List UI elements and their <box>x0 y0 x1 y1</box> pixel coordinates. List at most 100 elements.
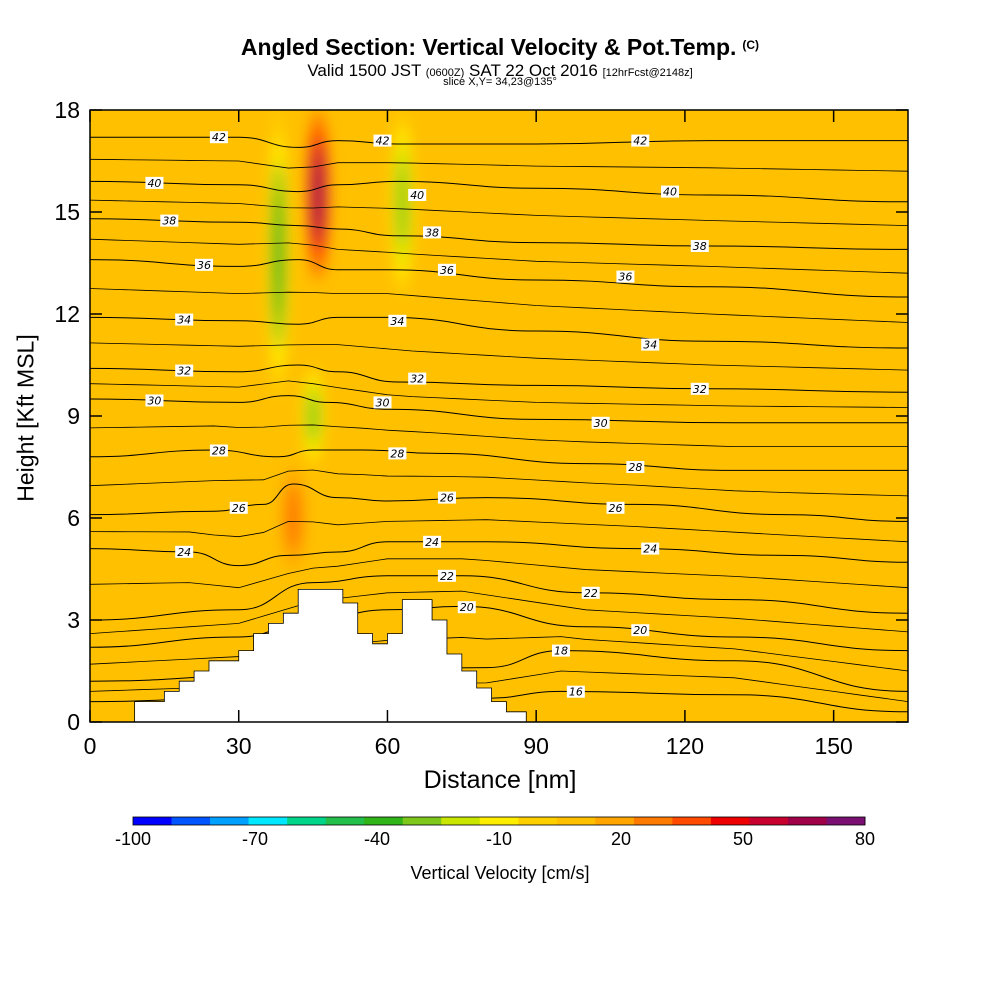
isotherm-label-box <box>616 270 635 283</box>
isotherm-40 <box>90 180 908 203</box>
isotherm-label: 36 <box>197 259 211 272</box>
isotherm-label-box <box>160 214 179 227</box>
colorbar-swatch <box>402 817 442 825</box>
isotherm-label: 24 <box>425 536 439 549</box>
isotherm-label: 18 <box>554 645 568 658</box>
colorbar-tick-label: 20 <box>611 829 631 849</box>
x-tick-label: 60 <box>375 733 401 759</box>
isotherm-label-box <box>423 226 442 239</box>
isotherm-label: 20 <box>460 601 474 614</box>
isotherm-label: 32 <box>693 383 707 396</box>
isotherm-label-box <box>388 314 407 327</box>
isotherm-label-box <box>423 535 442 548</box>
isotherm-label-box <box>209 444 228 457</box>
isotherm-label-box <box>551 644 570 657</box>
isotherm-42 <box>90 136 908 148</box>
isotherm-label-box <box>457 601 476 614</box>
colorbar-swatch <box>787 817 827 825</box>
colorbar-swatch <box>364 817 404 825</box>
isotherm-label-box <box>229 501 248 514</box>
field-feature-downdraft <box>308 392 318 440</box>
isotherm-label: 32 <box>410 373 424 386</box>
isotherm-label: 26 <box>609 502 623 515</box>
isotherm-label-box <box>626 461 645 473</box>
isotherm-label-box <box>566 685 585 698</box>
isotherm-minor <box>90 158 908 172</box>
isotherm-label: 34 <box>177 314 191 327</box>
isotherm-label-box <box>437 569 456 582</box>
isotherm-label: 32 <box>177 365 191 378</box>
isotherm-label-box <box>641 542 660 555</box>
isotherm-minor <box>90 342 908 371</box>
isotherm-minor <box>90 424 908 447</box>
isotherm-label-box <box>581 586 600 599</box>
isotherm-label-box <box>145 176 164 189</box>
isotherm-minor <box>90 380 908 408</box>
isotherm-minor <box>90 469 908 497</box>
colorbar-swatch <box>441 817 481 825</box>
isotherm-minor <box>90 558 908 589</box>
isotherm-label: 30 <box>375 396 389 409</box>
isotherm-label: 28 <box>212 445 226 458</box>
isotherm-label: 36 <box>440 264 454 277</box>
x-tick-label: 150 <box>814 733 852 759</box>
isotherm-label: 22 <box>440 570 454 583</box>
slice-info: slice X,Y= 34,23@135° <box>443 76 557 88</box>
isotherm-label-box <box>408 189 427 201</box>
field-features <box>266 110 415 569</box>
isotherm-label: 30 <box>147 394 161 407</box>
colorbar-swatch <box>287 817 327 825</box>
isotherm-label: 34 <box>390 315 404 328</box>
x-tick-label: 120 <box>666 733 704 759</box>
isotherm-label-box <box>661 185 680 198</box>
isotherm-label-box <box>388 447 407 460</box>
isotherm-36 <box>90 259 908 298</box>
field-feature-downdraft <box>397 160 408 247</box>
isotherm-label-box <box>145 394 164 407</box>
y-tick-label: 9 <box>67 403 80 429</box>
isotherm-38 <box>90 218 908 250</box>
isotherm-label-box <box>437 491 456 504</box>
isotherm-label-box <box>209 131 228 144</box>
isotherm-minor <box>90 199 908 226</box>
y-tick-label: 3 <box>67 607 80 633</box>
isotherm-label-box <box>175 364 194 377</box>
isotherm-label-box <box>408 372 427 385</box>
title-tag: (C) <box>742 38 760 52</box>
x-tick-label: 30 <box>226 733 252 759</box>
colorbar-swatch <box>479 817 519 825</box>
y-axis-title: Height [Kft MSL] <box>12 334 39 502</box>
colorbar-tick-label: -10 <box>486 829 512 849</box>
colorbar-tick-label: 50 <box>733 829 753 849</box>
isotherm-20 <box>90 605 908 652</box>
field-feature-downdraft <box>273 188 284 321</box>
field-feature-updraft <box>288 494 299 542</box>
terrain-mask <box>90 589 908 723</box>
isotherm-32 <box>90 364 908 393</box>
isotherm-label-box <box>606 501 625 514</box>
colorbar-tick-label: 80 <box>855 829 875 849</box>
isotherm-label-box <box>373 134 392 147</box>
isotherm-label: 24 <box>643 543 657 556</box>
y-tick-label: 0 <box>67 709 80 735</box>
colorbar-swatch <box>710 817 750 825</box>
terrain-polygon <box>90 589 908 723</box>
isotherm-label-box <box>175 313 194 326</box>
isotherm-label-box <box>641 338 660 351</box>
isotherm-label: 24 <box>177 546 191 559</box>
isotherm-label-box <box>591 416 610 429</box>
isotherm-label: 16 <box>569 686 583 699</box>
isotherm-label-box <box>690 240 709 252</box>
isotherm-label: 42 <box>375 135 389 148</box>
isotherm-labels: 16 18 20 22 24 26 28 30 32 34 36 38 40 42 42 42 40 40 38 38… <box>145 131 709 699</box>
isotherm-label: 40 <box>147 177 161 190</box>
isotherm-30 <box>90 395 908 424</box>
isotherm-label: 40 <box>663 186 677 199</box>
colorbar-swatch <box>556 817 596 825</box>
isotherm-label: 34 <box>643 339 657 352</box>
isotherm-label: 42 <box>633 135 647 148</box>
y-tick-label: 18 <box>54 97 80 123</box>
colorbar: -100 -70 -40 -10 20 50 80 <box>115 816 875 849</box>
